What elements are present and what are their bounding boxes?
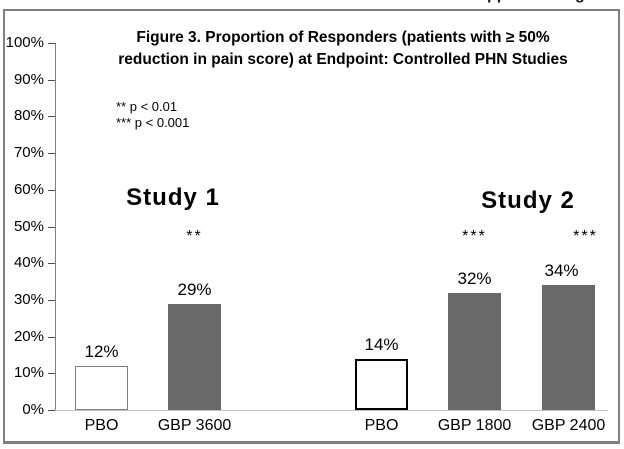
x-category-label: GBP 1800	[437, 417, 512, 434]
y-tick-label: 60%	[13, 181, 44, 198]
y-tick-label: 70%	[13, 144, 44, 161]
y-axis-tick	[48, 300, 55, 301]
significance-marker: **	[186, 228, 203, 245]
y-axis-tick	[48, 227, 55, 228]
y-axis-tick	[48, 337, 55, 338]
bar-value-label: 34%	[544, 261, 579, 280]
y-tick-label: 20%	[13, 328, 44, 345]
figure-title-line2: reduction in pain score) at Endpoint: Co…	[118, 51, 568, 68]
y-axis	[55, 43, 56, 411]
y-tick-label: 80%	[13, 107, 44, 124]
figure-title: Figure 3. Proportion of Responders (pati…	[70, 27, 616, 71]
bar-gbp-2400-study2	[542, 285, 595, 410]
y-tick-label: 40%	[13, 254, 44, 271]
x-category-label: PBO	[84, 417, 119, 434]
x-category-label: PBO	[364, 417, 399, 434]
bar-gbp-1800-study2	[448, 293, 501, 410]
bar-value-label: 14%	[364, 335, 399, 354]
y-axis-tick	[48, 190, 55, 191]
y-axis-tick	[48, 410, 55, 411]
x-axis-baseline	[55, 410, 608, 411]
bar-value-label: 29%	[177, 280, 212, 299]
y-axis-tick	[48, 43, 55, 44]
figure-title-line1: Figure 3. Proportion of Responders (pati…	[136, 29, 550, 46]
bar-gbp-3600-study1	[168, 304, 221, 410]
cut-off-text-fragment: pp	[487, 0, 507, 4]
bar-pbo-study2	[355, 359, 408, 410]
y-tick-label: 0%	[22, 401, 44, 418]
y-tick-label: 30%	[13, 291, 44, 308]
pvalue-note-2: *** p < 0.001	[116, 115, 190, 130]
bar-value-label: 12%	[84, 342, 119, 361]
y-axis-tick	[48, 153, 55, 154]
y-axis-tick	[48, 373, 55, 374]
study-label: Study 2	[481, 187, 575, 214]
y-axis-tick	[48, 116, 55, 117]
x-category-label: GBP 2400	[531, 417, 606, 434]
cut-off-text-fragment: g	[575, 0, 585, 4]
pvalue-note-1: ** p < 0.01	[116, 99, 178, 114]
x-category-label: GBP 3600	[157, 417, 232, 434]
y-axis-tick	[48, 263, 55, 264]
cropped-text-row: pp g	[0, 0, 624, 6]
significance-marker: ***	[462, 228, 487, 245]
pvalue-notes: ** p < 0.01 *** p < 0.001	[116, 99, 189, 131]
y-tick-label: 100%	[5, 34, 44, 51]
y-tick-label: 50%	[13, 218, 44, 235]
y-axis-tick	[48, 80, 55, 81]
bar-value-label: 32%	[457, 269, 492, 288]
study-label: Study 1	[126, 184, 220, 211]
y-tick-label: 90%	[13, 71, 44, 88]
y-tick-label: 10%	[13, 364, 44, 381]
bar-pbo-study1	[75, 366, 128, 410]
significance-marker: ***	[573, 228, 598, 245]
